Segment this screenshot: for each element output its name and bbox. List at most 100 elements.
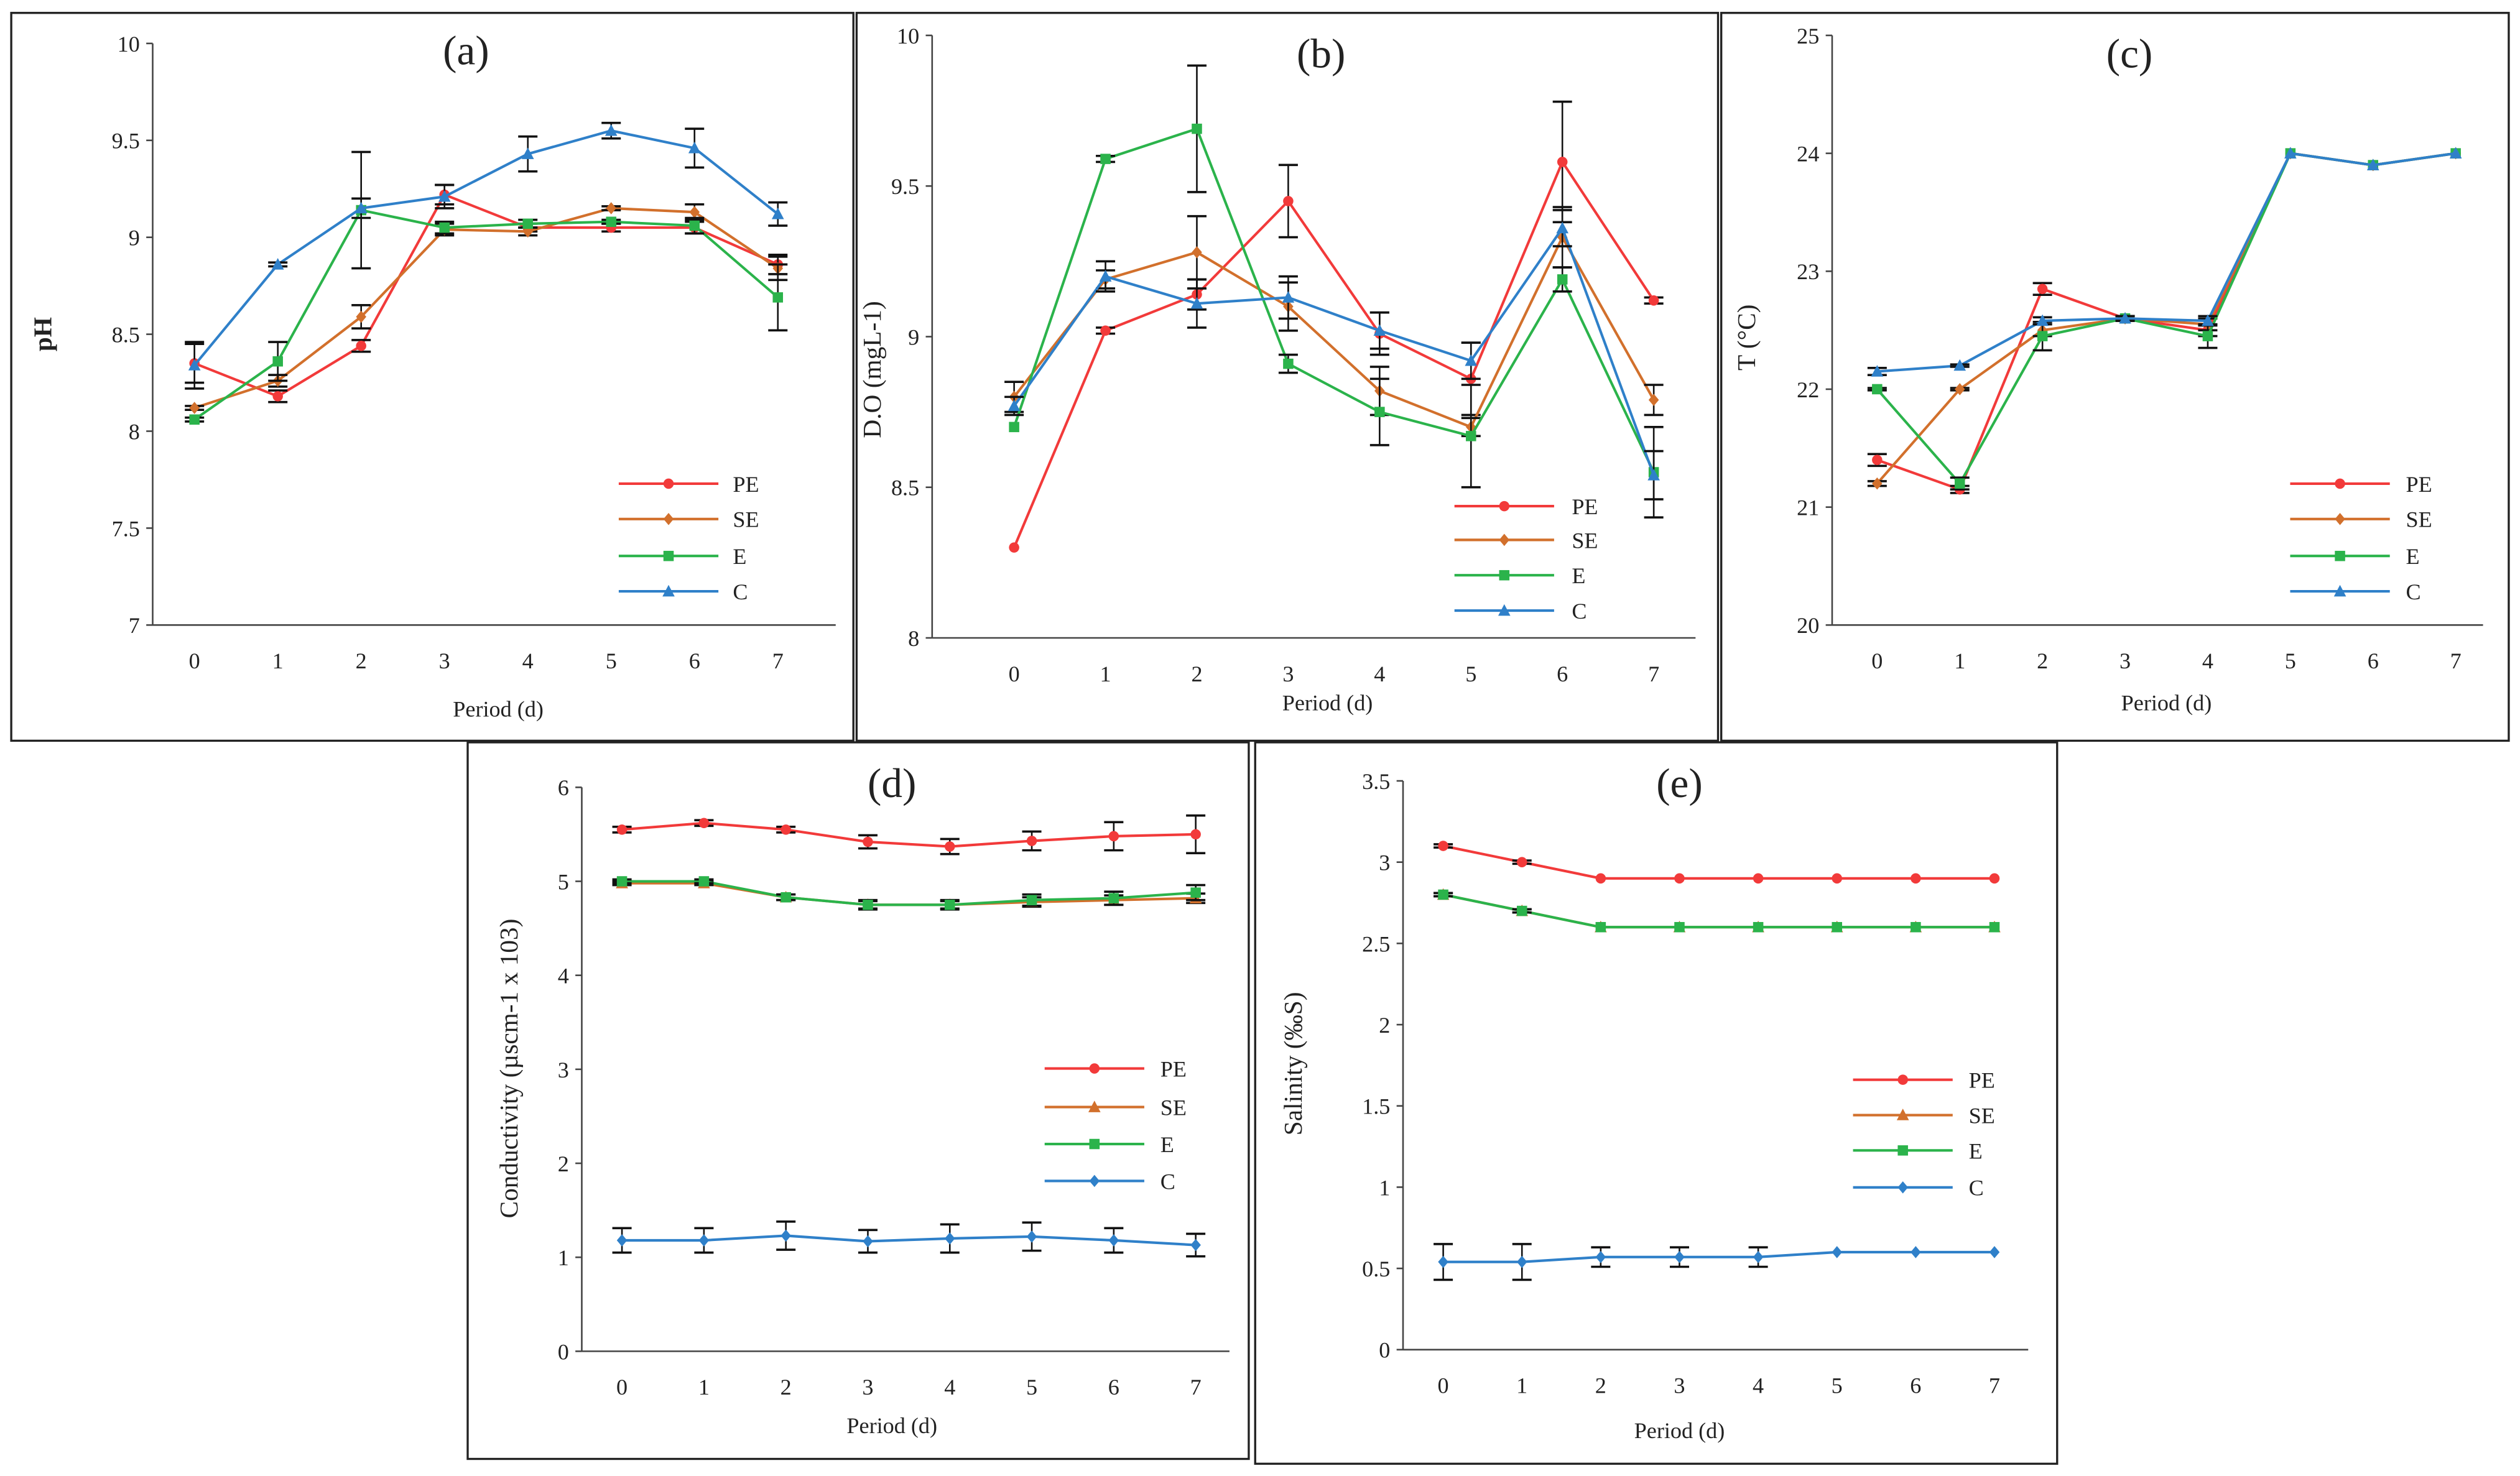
y-tick-label: 0: [558, 1339, 569, 1364]
x-tick-label: 6: [1557, 662, 1568, 686]
data-point: [2037, 284, 2048, 295]
data-point: [2449, 147, 2462, 159]
data-point: [1953, 359, 1966, 371]
data-point: [2366, 159, 2379, 170]
data-point: [1516, 1255, 1527, 1268]
y-axis-label: T (°C): [1732, 305, 1761, 371]
legend-label-SE: SE: [1572, 528, 1598, 553]
data-point: [1954, 478, 1965, 489]
x-tick-label: 2: [781, 1375, 792, 1400]
legend-label-PE: PE: [733, 472, 759, 497]
y-axis-label: Salinity (‰S): [1279, 992, 1308, 1135]
x-tick-label: 4: [1753, 1373, 1764, 1398]
legend-label-E: E: [2406, 544, 2420, 569]
panel-border: [10, 12, 855, 742]
data-point: [1753, 921, 1764, 933]
data-point: [606, 202, 616, 214]
data-point: [772, 292, 784, 303]
data-point: [1557, 274, 1568, 285]
data-point: [944, 900, 955, 910]
series-line: [1877, 152, 2456, 373]
x-tick-label: 5: [1832, 1373, 1843, 1398]
data-point: [1674, 873, 1685, 884]
data-point: [781, 824, 791, 835]
x-tick-label: 4: [944, 1375, 955, 1400]
x-tick-label: 4: [522, 648, 534, 673]
y-tick-label: 20: [1797, 613, 1819, 638]
y-tick-label: 8.5: [112, 323, 140, 348]
chart-title: (e): [1656, 760, 1703, 806]
x-tick-label: 4: [1374, 662, 1385, 686]
x-tick-label: 3: [439, 648, 450, 673]
legend-marker-E: [663, 550, 674, 561]
y-tick-label: 8: [908, 626, 919, 651]
data-point: [1108, 831, 1119, 842]
data-point: [1832, 873, 1842, 884]
data-point: [188, 359, 201, 371]
legend-label-E: E: [1969, 1138, 1983, 1163]
data-point: [1438, 889, 1448, 900]
panel-e: 0 0.5 1 1.5 2 2.5 3 3.5 0 1 2 3 4 5 6 7 (e) Period (d) Sal…: [1254, 741, 2059, 1465]
legend-marker-PE: [2335, 478, 2345, 489]
data-point: [1911, 921, 1921, 933]
data-point: [189, 414, 200, 425]
series-line: [1443, 1250, 1994, 1263]
legend-marker-C: [1498, 604, 1511, 616]
panel-d: 0 1 2 3 4 5 6 0 1 2 3 4 5 6 7 (d) Period (d) Conductivity…: [466, 741, 1250, 1460]
data-point: [616, 824, 628, 835]
chart-title: (b): [1297, 30, 1345, 77]
y-axis-label: pH: [29, 317, 57, 351]
legend-marker-E: [1499, 570, 1510, 581]
data-point: [616, 876, 628, 887]
legend-marker-SE: [1499, 533, 1510, 547]
data-point: [1871, 365, 1884, 377]
data-point: [2037, 331, 2048, 341]
series-C: [185, 121, 788, 390]
y-tick-label: 8.5: [891, 476, 919, 500]
legend-marker-SE: [1896, 1109, 1909, 1120]
series-line: [622, 1234, 1196, 1247]
y-tick-label: 10: [118, 32, 140, 57]
panel-border: [1720, 12, 2510, 742]
series-line: [1012, 159, 1655, 548]
data-point: [2036, 314, 2049, 326]
series-line: [1443, 844, 1994, 880]
data-point: [1192, 123, 1202, 134]
data-point: [272, 391, 283, 402]
data-point: [1009, 422, 1019, 433]
data-point: [1283, 196, 1294, 206]
data-point: [616, 1234, 628, 1247]
legend-label-C: C: [1969, 1176, 1984, 1201]
data-point: [698, 876, 710, 887]
legend-label-E: E: [1160, 1132, 1174, 1157]
legend-label-PE: PE: [2406, 472, 2432, 497]
x-tick-label: 6: [2368, 648, 2379, 673]
data-point: [698, 1234, 710, 1247]
x-tick-label: 1: [1516, 1373, 1527, 1398]
y-axis-label: Conductivity (µscm-1 x 103): [494, 919, 524, 1219]
data-point: [1989, 921, 2000, 933]
data-point: [1557, 157, 1568, 167]
legend-label-SE: SE: [2406, 507, 2432, 532]
legend-label-PE: PE: [1969, 1068, 1995, 1093]
x-tick-label: 7: [2450, 648, 2462, 673]
x-tick-label: 0: [616, 1375, 628, 1400]
data-point: [605, 124, 618, 136]
series-line: [193, 129, 779, 366]
data-point: [1374, 407, 1385, 417]
data-point: [1595, 1250, 1606, 1263]
data-point: [1648, 295, 1659, 306]
series-PE: [612, 814, 1206, 856]
legend-marker-PE: [1499, 500, 1510, 512]
data-point: [944, 1232, 955, 1245]
x-tick-label: 5: [1026, 1375, 1037, 1400]
data-point: [944, 841, 955, 852]
data-point: [271, 258, 284, 270]
x-tick-label: 2: [356, 648, 367, 673]
series-line: [193, 193, 779, 398]
legend-label-SE: SE: [1969, 1103, 1995, 1128]
panel-border: [1254, 741, 2059, 1465]
data-point: [1190, 297, 1203, 309]
data-point: [1008, 399, 1021, 412]
chart-title: (a): [443, 27, 489, 73]
